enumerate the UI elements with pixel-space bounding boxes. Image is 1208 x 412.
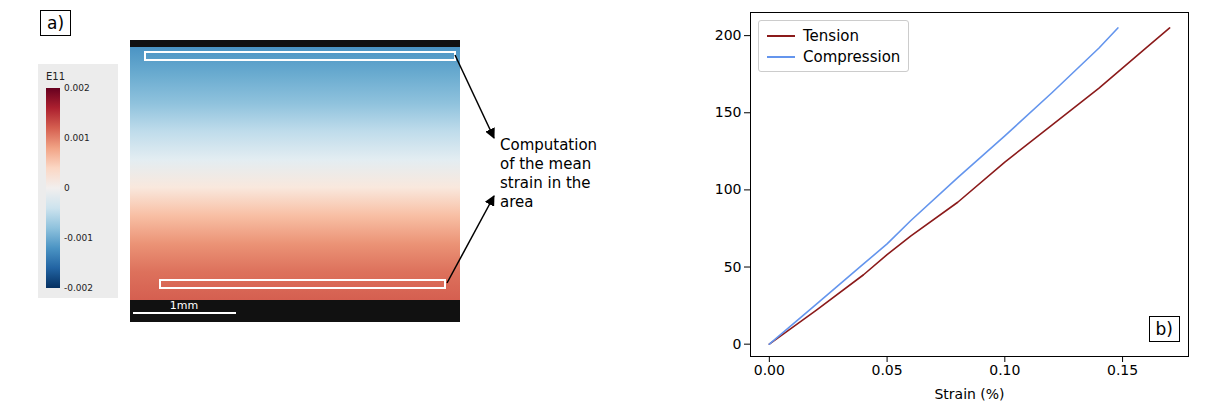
svg-text:0.05: 0.05 <box>871 362 902 378</box>
svg-text:Strain (%): Strain (%) <box>934 386 1004 402</box>
svg-text:-0.001: -0.001 <box>64 233 93 243</box>
html-text:b): b) <box>1155 319 1173 339</box>
svg-text:Computationof the meanstrain i: Computationof the meanstrain in thearea <box>500 136 597 211</box>
html-text:Compression: Compression <box>803 47 901 66</box>
svg-text:0.001: 0.001 <box>64 133 90 143</box>
svg-text:0: 0 <box>64 183 70 193</box>
html-text:Tension: Tension <box>803 26 859 45</box>
svg-text:50: 50 <box>724 259 742 275</box>
svg-text:200: 200 <box>715 27 742 43</box>
svg-text:-0.002: -0.002 <box>64 283 93 293</box>
svg-text:150: 150 <box>715 104 742 120</box>
html-text:a): a) <box>47 13 65 33</box>
svg-text:0.10: 0.10 <box>989 362 1020 378</box>
svg-text:0.00: 0.00 <box>754 362 785 378</box>
svg-text:0.002: 0.002 <box>64 83 90 93</box>
svg-text:0.15: 0.15 <box>1107 362 1138 378</box>
svg-text:1mm: 1mm <box>170 299 198 312</box>
svg-text:100: 100 <box>715 181 742 197</box>
svg-text:0: 0 <box>733 336 742 352</box>
svg-text:E11: E11 <box>46 71 65 82</box>
